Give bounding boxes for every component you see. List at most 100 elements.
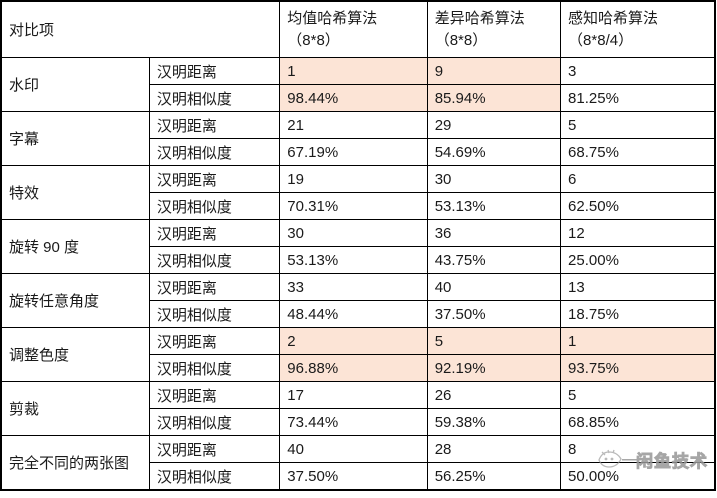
value-cell: 1 bbox=[560, 327, 716, 355]
metric-label: 汉明距离 bbox=[148, 165, 281, 193]
header-average-hash: 均值哈希算法 （8*8） bbox=[279, 0, 428, 58]
metric-label: 汉明相似度 bbox=[148, 192, 281, 220]
value-cell: 12 bbox=[560, 219, 716, 247]
value-cell: 50.00% bbox=[560, 462, 716, 491]
table-row: 水印 汉明距离 1 9 3 bbox=[0, 57, 716, 112]
metric-label: 汉明相似度 bbox=[148, 84, 281, 112]
value-cell: 40 bbox=[279, 435, 428, 463]
value-cell: 62.50% bbox=[560, 192, 716, 220]
metric-label: 汉明相似度 bbox=[148, 462, 281, 491]
table-row: 剪裁 汉明距离 17 26 5 bbox=[0, 381, 716, 436]
value-cell: 9 bbox=[426, 57, 562, 85]
value-cell: 8 bbox=[560, 435, 716, 463]
value-cell: 48.44% bbox=[279, 300, 428, 328]
value-cell: 70.31% bbox=[279, 192, 428, 220]
table-row: 汉明相似度 67.19% 54.69% 68.75% bbox=[1, 138, 716, 166]
row-label-hue-adjust: 调整色度 bbox=[0, 327, 150, 382]
value-cell: 59.38% bbox=[426, 408, 562, 436]
table-row: 特效 汉明距离 19 30 6 bbox=[0, 165, 716, 220]
header-difference-hash-name: 差异哈希算法 bbox=[434, 9, 525, 27]
value-cell: 3 bbox=[560, 57, 716, 85]
value-cell: 2 bbox=[279, 327, 428, 355]
metric-label: 汉明相似度 bbox=[148, 138, 281, 166]
value-cell: 18.75% bbox=[560, 300, 716, 328]
value-cell: 53.13% bbox=[426, 192, 562, 220]
value-cell: 37.50% bbox=[426, 300, 562, 328]
value-cell: 36 bbox=[426, 219, 562, 247]
metric-label: 汉明距离 bbox=[148, 435, 281, 463]
value-cell: 28 bbox=[426, 435, 562, 463]
header-perceptual-hash: 感知哈希算法 （8*8/4） bbox=[560, 0, 716, 58]
table-row: 调整色度 汉明距离 2 5 1 bbox=[0, 327, 716, 382]
value-cell: 85.94% bbox=[426, 84, 562, 112]
value-cell: 56.25% bbox=[426, 462, 562, 491]
metric-label: 汉明相似度 bbox=[148, 300, 281, 328]
row-label-crop: 剪裁 bbox=[0, 381, 150, 436]
metric-label: 汉明相似度 bbox=[148, 246, 281, 274]
value-cell: 19 bbox=[279, 165, 428, 193]
value-cell: 93.75% bbox=[560, 354, 716, 382]
metric-label: 汉明距离 bbox=[148, 327, 281, 355]
table-row: 汉明相似度 70.31% 53.13% 62.50% bbox=[1, 192, 716, 220]
table-row: 旋转任意角度 汉明距离 33 40 13 bbox=[0, 273, 716, 328]
row-label-watermark: 水印 bbox=[0, 57, 150, 112]
value-cell: 21 bbox=[279, 111, 428, 139]
row-label-rotate-90: 旋转 90 度 bbox=[0, 219, 150, 274]
metric-label: 汉明距离 bbox=[148, 57, 281, 85]
table-row: 完全不同的两张图 汉明距离 40 28 8 bbox=[0, 435, 716, 491]
value-cell: 68.75% bbox=[560, 138, 716, 166]
value-cell: 5 bbox=[560, 381, 716, 409]
header-difference-hash-size: （8*8） bbox=[434, 31, 488, 49]
value-cell: 40 bbox=[426, 273, 562, 301]
table-row: 汉明相似度 37.50% 56.25% 50.00% bbox=[1, 462, 716, 491]
value-cell: 81.25% bbox=[560, 84, 716, 112]
header-average-hash-name: 均值哈希算法 bbox=[287, 9, 378, 27]
header-perceptual-hash-name: 感知哈希算法 bbox=[568, 9, 659, 27]
row-label-effects: 特效 bbox=[0, 165, 150, 220]
row-label-rotate-any: 旋转任意角度 bbox=[0, 273, 150, 328]
metric-label: 汉明距离 bbox=[148, 273, 281, 301]
value-cell: 33 bbox=[279, 273, 428, 301]
value-cell: 30 bbox=[426, 165, 562, 193]
value-cell: 6 bbox=[560, 165, 716, 193]
header-average-hash-size: （8*8） bbox=[287, 31, 340, 49]
header-comparison-item: 对比项 bbox=[0, 0, 281, 58]
value-cell: 73.44% bbox=[279, 408, 428, 436]
value-cell: 53.13% bbox=[279, 246, 428, 274]
value-cell: 25.00% bbox=[560, 246, 716, 274]
metric-label: 汉明距离 bbox=[148, 111, 281, 139]
table-row: 汉明相似度 48.44% 37.50% 18.75% bbox=[1, 300, 716, 328]
value-cell: 13 bbox=[560, 273, 716, 301]
value-cell: 1 bbox=[279, 57, 428, 85]
value-cell: 54.69% bbox=[426, 138, 562, 166]
header-row: 对比项 均值哈希算法 （8*8） 差异哈希算法 （8*8） 感知哈希算法 （8*… bbox=[0, 0, 716, 58]
table-row: 汉明相似度 96.88% 92.19% 93.75% bbox=[1, 354, 716, 382]
header-perceptual-hash-size: （8*8/4） bbox=[568, 31, 634, 49]
header-difference-hash: 差异哈希算法 （8*8） bbox=[426, 0, 562, 58]
row-label-subtitle: 字幕 bbox=[0, 111, 150, 166]
value-cell: 96.88% bbox=[279, 354, 428, 382]
table-row: 旋转 90 度 汉明距离 30 36 12 bbox=[0, 219, 716, 274]
value-cell: 92.19% bbox=[426, 354, 562, 382]
table-row: 汉明相似度 98.44% 85.94% 81.25% bbox=[1, 84, 716, 112]
value-cell: 67.19% bbox=[279, 138, 428, 166]
table-row: 汉明相似度 53.13% 43.75% 25.00% bbox=[1, 246, 716, 274]
metric-label: 汉明距离 bbox=[148, 381, 281, 409]
value-cell: 98.44% bbox=[279, 84, 428, 112]
metric-label: 汉明距离 bbox=[148, 219, 281, 247]
table-row: 字幕 汉明距离 21 29 5 bbox=[0, 111, 716, 166]
value-cell: 5 bbox=[426, 327, 562, 355]
value-cell: 5 bbox=[560, 111, 716, 139]
row-label-different-images: 完全不同的两张图 bbox=[0, 435, 150, 491]
value-cell: 26 bbox=[426, 381, 562, 409]
value-cell: 17 bbox=[279, 381, 428, 409]
metric-label: 汉明相似度 bbox=[148, 408, 281, 436]
value-cell: 37.50% bbox=[279, 462, 428, 491]
value-cell: 30 bbox=[279, 219, 428, 247]
value-cell: 43.75% bbox=[426, 246, 562, 274]
value-cell: 68.85% bbox=[560, 408, 716, 436]
metric-label: 汉明相似度 bbox=[148, 354, 281, 382]
value-cell: 29 bbox=[426, 111, 562, 139]
